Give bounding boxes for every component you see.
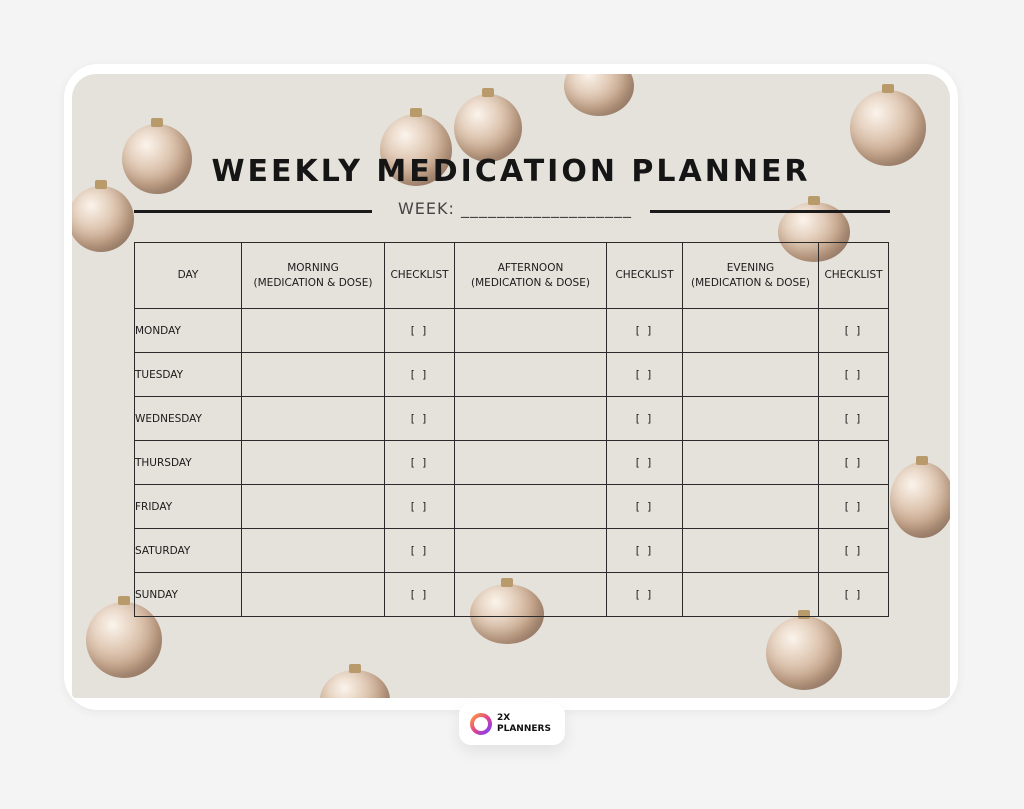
morning-checkbox[interactable]: [ ] <box>384 308 455 353</box>
afternoon-cell[interactable] <box>454 572 607 617</box>
brand-line2: PLANNERS <box>497 724 551 734</box>
header-evening-label: EVENING <box>726 261 775 274</box>
day-cell: TUESDAY <box>134 352 242 397</box>
ornament-decoration <box>320 670 390 698</box>
afternoon-cell[interactable] <box>454 352 607 397</box>
evening-checkbox[interactable]: [ ] <box>818 352 889 397</box>
morning-cell[interactable] <box>241 396 385 441</box>
brand-badge[interactable]: 2X PLANNERS <box>459 703 565 745</box>
evening-checkbox[interactable]: [ ] <box>818 396 889 441</box>
morning-cell[interactable] <box>241 572 385 617</box>
ornament-decoration <box>122 124 192 194</box>
afternoon-cell[interactable] <box>454 396 607 441</box>
brand-line1: 2X <box>497 713 511 723</box>
evening-cell[interactable] <box>682 484 819 529</box>
evening-checkbox[interactable]: [ ] <box>818 572 889 617</box>
morning-checkbox[interactable]: [ ] <box>384 572 455 617</box>
morning-checkbox[interactable]: [ ] <box>384 484 455 529</box>
morning-cell[interactable] <box>241 352 385 397</box>
day-cell: SATURDAY <box>134 528 242 573</box>
day-cell: MONDAY <box>134 308 242 353</box>
header-checklist-morning: CHECKLIST <box>384 242 455 309</box>
ornament-decoration <box>850 90 926 166</box>
table-row: THURSDAY [ ] [ ] [ ] <box>134 440 889 485</box>
table-row: SATURDAY [ ] [ ] [ ] <box>134 528 889 573</box>
table-row: WEDNESDAY [ ] [ ] [ ] <box>134 396 889 441</box>
table-row: MONDAY [ ] [ ] [ ] <box>134 308 889 353</box>
evening-checkbox[interactable]: [ ] <box>818 528 889 573</box>
medication-table: DAY MORNING (MEDICATION & DOSE) CHECKLIST… <box>134 242 889 617</box>
day-cell: FRIDAY <box>134 484 242 529</box>
evening-cell[interactable] <box>682 396 819 441</box>
brand-logo-icon <box>470 713 492 735</box>
divider-left <box>134 210 372 213</box>
header-evening-sub: (MEDICATION & DOSE) <box>691 276 810 289</box>
divider-right <box>650 210 890 213</box>
evening-cell[interactable] <box>682 528 819 573</box>
header-checklist-afternoon: CHECKLIST <box>606 242 683 309</box>
evening-cell[interactable] <box>682 308 819 353</box>
day-cell: WEDNESDAY <box>134 396 242 441</box>
ornament-decoration <box>766 616 842 690</box>
table-row: SUNDAY [ ] [ ] [ ] <box>134 572 889 617</box>
afternoon-checkbox[interactable]: [ ] <box>606 440 683 485</box>
morning-cell[interactable] <box>241 484 385 529</box>
afternoon-checkbox[interactable]: [ ] <box>606 308 683 353</box>
header-afternoon-sub: (MEDICATION & DOSE) <box>471 276 590 289</box>
evening-checkbox[interactable]: [ ] <box>818 484 889 529</box>
ornament-decoration <box>454 94 522 162</box>
afternoon-checkbox[interactable]: [ ] <box>606 352 683 397</box>
ornament-decoration <box>72 186 134 252</box>
evening-cell[interactable] <box>682 572 819 617</box>
evening-cell[interactable] <box>682 352 819 397</box>
day-cell: SUNDAY <box>134 572 242 617</box>
header-afternoon-label: AFTERNOON <box>497 261 564 274</box>
morning-checkbox[interactable]: [ ] <box>384 396 455 441</box>
evening-cell[interactable] <box>682 440 819 485</box>
morning-cell[interactable] <box>241 528 385 573</box>
header-morning-sub: (MEDICATION & DOSE) <box>253 276 373 289</box>
evening-checkbox[interactable]: [ ] <box>818 440 889 485</box>
table-row: FRIDAY [ ] [ ] [ ] <box>134 484 889 529</box>
header-checklist-evening: CHECKLIST <box>818 242 889 309</box>
brand-name: 2X PLANNERS <box>497 713 551 735</box>
afternoon-checkbox[interactable]: [ ] <box>606 528 683 573</box>
week-row: WEEK: ___________________ <box>134 199 890 225</box>
header-day: DAY <box>134 242 242 309</box>
table-row: TUESDAY [ ] [ ] [ ] <box>134 352 889 397</box>
planner-sheet: WEEKLY MEDICATION PLANNER WEEK: ________… <box>72 74 950 698</box>
morning-cell[interactable] <box>241 308 385 353</box>
table-header-row: DAY MORNING (MEDICATION & DOSE) CHECKLIST… <box>134 242 889 309</box>
day-cell: THURSDAY <box>134 440 242 485</box>
evening-checkbox[interactable]: [ ] <box>818 308 889 353</box>
afternoon-checkbox[interactable]: [ ] <box>606 396 683 441</box>
morning-cell[interactable] <box>241 440 385 485</box>
header-morning: MORNING (MEDICATION & DOSE) <box>241 242 385 309</box>
afternoon-cell[interactable] <box>454 308 607 353</box>
afternoon-checkbox[interactable]: [ ] <box>606 572 683 617</box>
afternoon-cell[interactable] <box>454 528 607 573</box>
afternoon-cell[interactable] <box>454 484 607 529</box>
header-evening: EVENING (MEDICATION & DOSE) <box>682 242 819 309</box>
header-afternoon: AFTERNOON (MEDICATION & DOSE) <box>454 242 607 309</box>
ornament-decoration <box>564 74 634 116</box>
header-morning-label: MORNING <box>287 261 339 274</box>
week-field[interactable]: WEEK: ___________________ <box>384 199 646 218</box>
ornament-decoration <box>890 462 950 538</box>
morning-checkbox[interactable]: [ ] <box>384 440 455 485</box>
afternoon-cell[interactable] <box>454 440 607 485</box>
morning-checkbox[interactable]: [ ] <box>384 528 455 573</box>
morning-checkbox[interactable]: [ ] <box>384 352 455 397</box>
ornament-decoration <box>380 114 452 186</box>
afternoon-checkbox[interactable]: [ ] <box>606 484 683 529</box>
page-title: WEEKLY MEDICATION PLANNER <box>211 154 811 189</box>
